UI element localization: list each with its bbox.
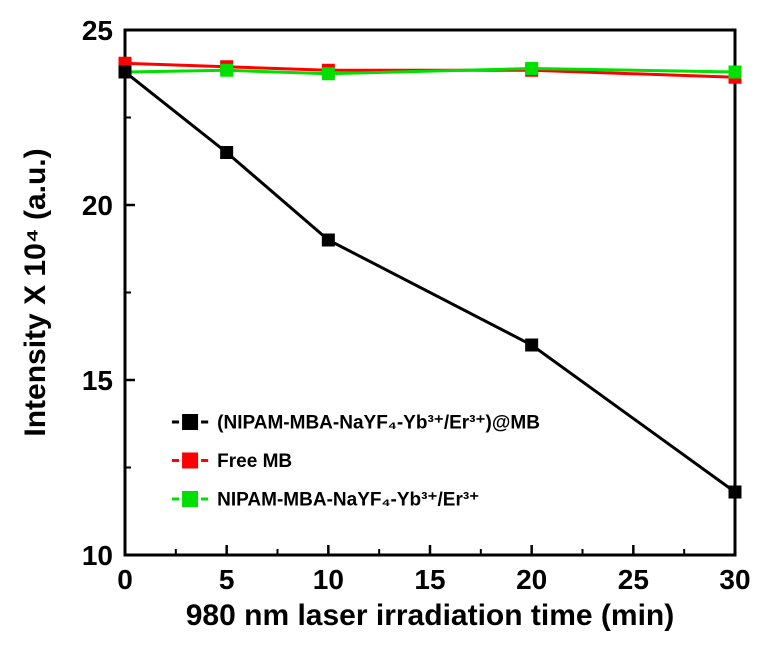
x-tick-label: 15: [414, 564, 445, 595]
legend-marker-s2: [182, 453, 198, 469]
x-tick-label: 5: [219, 564, 235, 595]
series-marker-s3: [526, 63, 538, 75]
x-tick-label: 0: [117, 564, 133, 595]
series-marker-s1: [119, 66, 131, 78]
legend-label-s3: NIPAM-MBA-NaYF₄-Yb³⁺/Er³⁺: [217, 490, 479, 511]
y-tick-label: 10: [82, 540, 113, 571]
series-marker-s3: [221, 64, 233, 76]
series-marker-s3: [729, 66, 741, 78]
x-axis-label: 980 nm laser irradiation time (min): [186, 599, 674, 632]
y-tick-label: 15: [82, 365, 113, 396]
chart-container: 0 5 10 15 20 25 30 10 15 20 25 980 nm laser irradia…: [0, 0, 771, 653]
chart-svg: 0 5 10 15 20 25 30 10 15 20 25 980 nm laser irradia…: [0, 0, 771, 653]
legend-marker-s1: [182, 414, 198, 430]
series-marker-s1: [322, 234, 334, 246]
x-tick-label: 10: [313, 564, 344, 595]
y-tick-label: 20: [82, 190, 113, 221]
x-tick-label: 30: [719, 564, 750, 595]
legend-marker-s3: [182, 491, 198, 507]
legend-label-s1: (NIPAM-MBA-NaYF₄-Yb³⁺/Er³⁺)@MB: [217, 413, 540, 434]
x-tick-label: 25: [618, 564, 649, 595]
y-tick-label: 25: [82, 15, 113, 46]
x-tick-label: 20: [516, 564, 547, 595]
series-marker-s3: [322, 68, 334, 80]
y-axis-label: Intensity X 10⁴ (a.u.): [19, 148, 52, 436]
series-marker-s1: [221, 147, 233, 159]
series-marker-s1: [729, 486, 741, 498]
legend-label-s2: Free MB: [217, 451, 292, 472]
series-marker-s1: [526, 339, 538, 351]
